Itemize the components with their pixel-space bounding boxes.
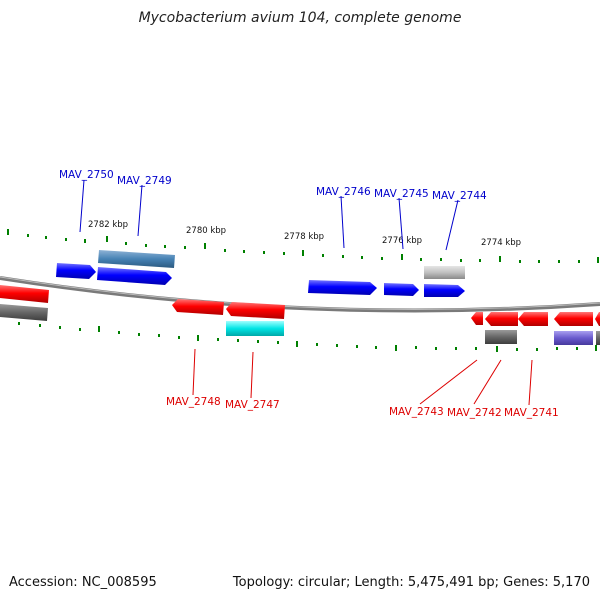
accession-text: Accession: NC_008595 xyxy=(9,575,157,590)
gene-mav-2750[interactable] xyxy=(56,263,96,279)
gene-mav-2742[interactable] xyxy=(518,312,548,326)
cog-block-gray-edge xyxy=(596,331,600,345)
gene-label-mav-2745[interactable]: MAV_2745 xyxy=(374,188,429,200)
forward-strand-genes xyxy=(56,263,465,297)
gene-mav-2749[interactable] xyxy=(97,267,172,285)
cog-block-silver xyxy=(424,266,465,279)
cog-block-cyan xyxy=(226,321,284,336)
gene-mav-2744[interactable] xyxy=(424,284,465,297)
tick-row-lower xyxy=(18,322,597,352)
cog-block-slateblue xyxy=(554,331,593,345)
gene-mav-2743[interactable] xyxy=(485,312,518,326)
leader-lines-top xyxy=(79,179,459,251)
gene-red-left-edge[interactable] xyxy=(0,285,49,303)
leader-lines-bottom xyxy=(192,348,533,406)
gene-mav-2748[interactable] xyxy=(172,299,224,315)
genome-backbone xyxy=(0,276,600,313)
kbp-label-2782: 2782 kbp xyxy=(88,220,128,230)
gene-mav-2745[interactable] xyxy=(384,283,419,296)
forward-cog-ring xyxy=(98,250,465,279)
reverse-cog-ring xyxy=(0,304,600,345)
kbp-label-2774: 2774 kbp xyxy=(481,238,521,248)
gene-label-mav-2742[interactable]: MAV_2742 xyxy=(447,407,502,419)
gene-mav-2741[interactable] xyxy=(554,312,593,326)
gene-red-right-edge[interactable] xyxy=(595,312,600,326)
gene-label-mav-2749[interactable]: MAV_2749 xyxy=(117,175,172,187)
cog-block-steelblue xyxy=(98,250,175,268)
gene-label-mav-2743[interactable]: MAV_2743 xyxy=(389,406,444,418)
kbp-label-2780: 2780 kbp xyxy=(186,226,226,236)
gene-label-mav-2741[interactable]: MAV_2741 xyxy=(504,407,559,419)
gene-mav-2747[interactable] xyxy=(226,302,285,319)
cog-block-gray-right xyxy=(485,330,517,344)
gene-red-small[interactable] xyxy=(471,312,483,325)
gene-label-mav-2750[interactable]: MAV_2750 xyxy=(59,169,114,181)
genome-summary-text: Topology: circular; Length: 5,475,491 bp… xyxy=(232,575,590,590)
gene-label-mav-2746[interactable]: MAV_2746 xyxy=(316,186,371,198)
kbp-label-2778: 2778 kbp xyxy=(284,232,324,242)
gene-mav-2746[interactable] xyxy=(308,280,377,295)
gene-label-mav-2744[interactable]: MAV_2744 xyxy=(432,190,487,202)
cog-block-gray-left xyxy=(0,304,48,321)
tick-row-upper xyxy=(7,229,599,263)
reverse-strand-genes xyxy=(0,285,600,326)
gene-label-mav-2748[interactable]: MAV_2748 xyxy=(166,396,221,408)
gene-label-mav-2747[interactable]: MAV_2747 xyxy=(225,399,280,411)
page-title: Mycobacterium avium 104, complete genome xyxy=(138,10,462,26)
